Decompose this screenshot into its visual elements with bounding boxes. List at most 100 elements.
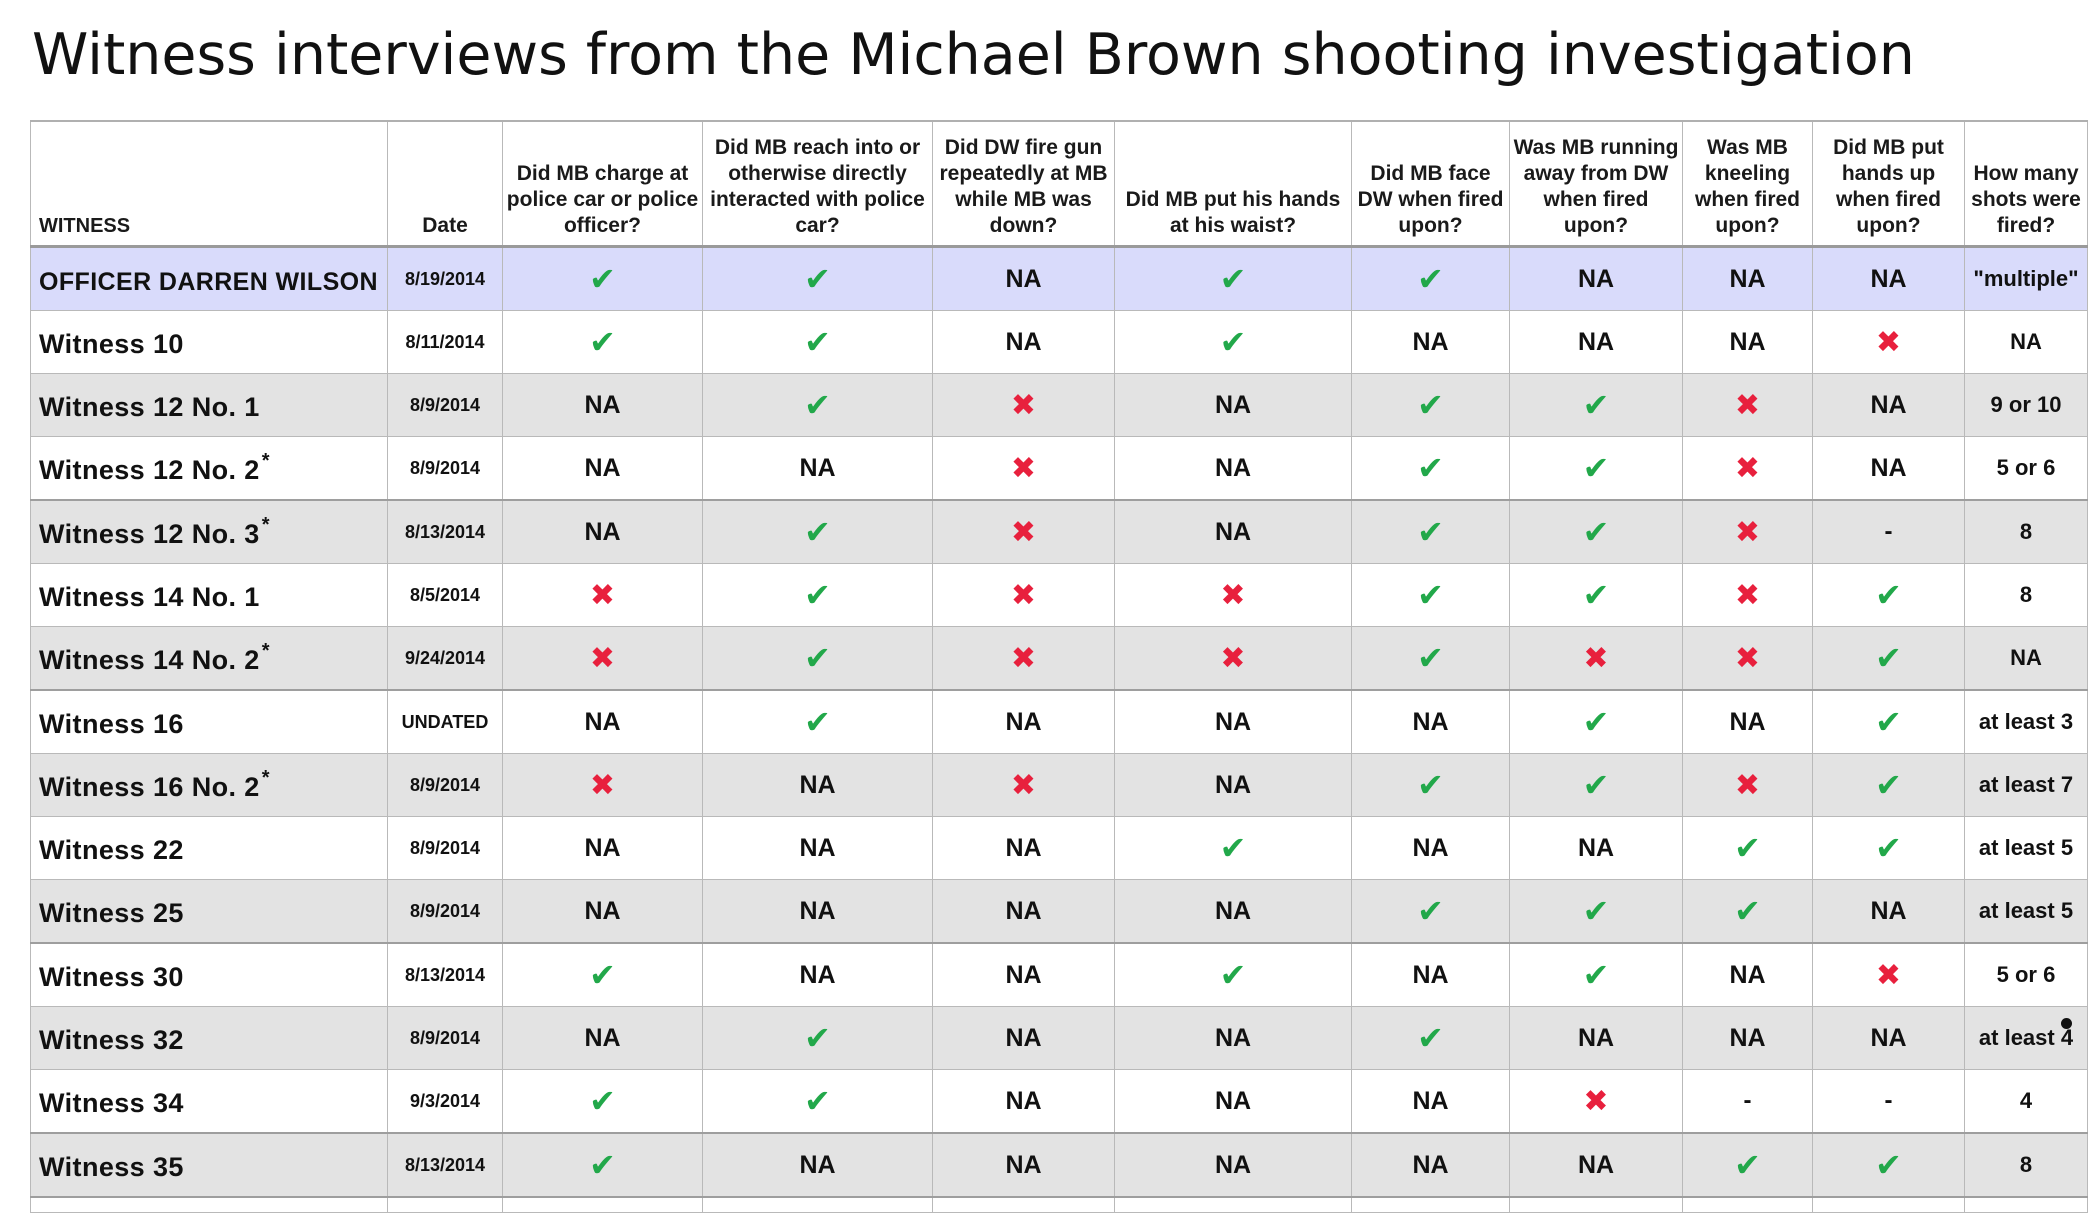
witness-name: Witness 32 <box>39 1025 184 1055</box>
table-row: Witness 14 No. 2 * 9/24/2014 ✖ ✔ ✖ ✖ ✔ ✖ ✖ ✔ NA <box>30 626 2088 691</box>
answer-cell-na: NA <box>1351 942 1510 1007</box>
answer-cell-na: NA <box>932 816 1115 880</box>
answer-cell-yes: ✔ <box>1351 373 1510 437</box>
date-cell: 8/13/2014 <box>387 1132 503 1198</box>
witness-name: Witness 22 <box>39 835 184 865</box>
answer-cell-na: NA <box>1682 1006 1813 1070</box>
answer-cell-no: ✖ <box>1812 310 1965 374</box>
witness-name-cell: Witness 12 No. 1 <box>30 373 388 437</box>
witness-name: Witness 16 No. 2 <box>39 772 260 802</box>
asterisk-note: * <box>261 767 270 789</box>
answer-cell-na: NA <box>502 816 703 880</box>
cross-icon: ✖ <box>1875 957 1902 993</box>
witness-table: WITNESS Date Did MB charge at police car… <box>30 120 2088 1213</box>
witness-name-cell: Witness 22 <box>30 816 388 880</box>
witness-name: Witness 16 <box>39 709 184 739</box>
cross-icon: ✖ <box>1220 577 1246 613</box>
answer-cell-no: ✖ <box>1509 1069 1683 1134</box>
check-icon: ✔ <box>589 260 616 298</box>
check-icon: ✔ <box>804 1082 831 1120</box>
answer-cell-na: NA <box>702 753 933 817</box>
answer-cell-na: NA <box>1509 246 1683 311</box>
date-cell: 8/19/2014 <box>387 246 503 311</box>
check-icon: ✔ <box>1219 260 1247 298</box>
check-icon: ✔ <box>1582 386 1610 424</box>
column-header-kneeling: Was MB kneeling when fired upon? <box>1682 120 1813 248</box>
date-cell: 9/24/2014 <box>387 626 503 691</box>
header-row: WITNESS Date Did MB charge at police car… <box>30 120 2088 248</box>
asterisk-note: * <box>261 514 270 536</box>
check-icon: ✔ <box>1417 639 1444 677</box>
date-cell: 8/9/2014 <box>387 1006 503 1070</box>
check-icon: ✔ <box>1417 386 1444 424</box>
check-icon: ✔ <box>1875 766 1902 804</box>
answer-cell-no: ✖ <box>502 626 703 691</box>
answer-cell-na: NA <box>1812 373 1965 437</box>
answer-cell-yes: ✔ <box>702 499 933 564</box>
shots-cell: at least 5 <box>1964 879 2088 944</box>
date-cell: 8/5/2014 <box>387 563 503 627</box>
answer-cell-na: NA <box>502 436 703 501</box>
check-icon: ✔ <box>804 703 831 741</box>
cross-icon: ✖ <box>589 767 616 803</box>
witness-name: Witness 10 <box>39 329 184 359</box>
date-cell: 8/9/2014 <box>387 436 503 501</box>
answer-cell-yes: ✔ <box>1682 879 1813 944</box>
date-cell: 8/9/2014 <box>387 879 503 944</box>
shots-cell: 8 <box>1964 563 2088 627</box>
witness-name-cell: Witness 14 No. 1 <box>30 563 388 627</box>
check-icon: ✔ <box>1582 956 1610 994</box>
answer-cell-no: ✖ <box>1682 436 1813 501</box>
answer-cell-na: NA <box>502 1006 703 1070</box>
shots-cell: "multiple" <box>1964 246 2088 311</box>
shots-cell: 9 or 10 <box>1964 373 2088 437</box>
column-header-face-dw: Did MB face DW when fired upon? <box>1351 120 1510 248</box>
cross-icon: ✖ <box>1875 324 1902 360</box>
table-row: Witness 22 8/9/2014 NA NA NA ✔ NA NA ✔ ✔ at least … <box>30 816 2088 880</box>
answer-cell-na: NA <box>702 879 933 944</box>
answer-cell-yes: ✔ <box>1812 626 1965 691</box>
witness-name-cell: Witness 16 No. 2 * <box>30 753 388 817</box>
table-row: Witness 10 8/11/2014 ✔ ✔ NA ✔ NA NA NA ✖ NA <box>30 310 2088 374</box>
check-icon: ✔ <box>804 576 831 614</box>
cross-icon: ✖ <box>589 577 616 613</box>
answer-cell-no: ✖ <box>1509 626 1683 691</box>
column-header-charge: Did MB charge at police car or police of… <box>502 120 703 248</box>
column-header-date: Date <box>387 120 503 248</box>
check-icon: ✔ <box>1219 829 1247 867</box>
answer-cell-yes: ✔ <box>1351 563 1510 627</box>
check-icon: ✔ <box>1417 766 1444 804</box>
column-header-hands-up: Did MB put hands up when fired upon? <box>1812 120 1965 248</box>
cross-icon: ✖ <box>1734 450 1761 486</box>
witness-name: Witness 14 No. 2 <box>39 645 260 675</box>
empty-cell <box>1812 1196 1965 1213</box>
check-icon: ✔ <box>804 260 831 298</box>
answer-cell-na: NA <box>1351 1132 1510 1198</box>
check-icon: ✔ <box>1875 576 1902 614</box>
witness-name-cell: Witness 34 <box>30 1069 388 1134</box>
answer-cell-no: ✖ <box>932 436 1115 501</box>
empty-cell <box>1114 1196 1352 1213</box>
answer-cell-na: NA <box>702 1132 933 1198</box>
answer-cell-yes: ✔ <box>1509 499 1683 564</box>
cross-icon: ✖ <box>1010 387 1037 423</box>
check-icon: ✔ <box>1417 576 1444 614</box>
answer-cell-na: NA <box>702 436 933 501</box>
answer-cell-yes: ✔ <box>702 1069 933 1134</box>
answer-cell-no: ✖ <box>1682 753 1813 817</box>
check-icon: ✔ <box>1582 766 1610 804</box>
check-icon: ✔ <box>589 1146 616 1184</box>
date-cell: 8/13/2014 <box>387 499 503 564</box>
answer-cell-na: NA <box>702 816 933 880</box>
answer-cell-yes: ✔ <box>1812 563 1965 627</box>
witness-name: Witness 35 <box>39 1152 184 1182</box>
answer-cell-na: NA <box>1812 1006 1965 1070</box>
cross-icon: ✖ <box>1583 640 1609 676</box>
date-cell: 8/9/2014 <box>387 753 503 817</box>
answer-cell-yes: ✔ <box>1812 753 1965 817</box>
answer-cell-na: NA <box>932 246 1115 311</box>
answer-cell-yes: ✔ <box>702 373 933 437</box>
witness-name-cell: Witness 12 No. 2 * <box>30 436 388 501</box>
empty-cell <box>1682 1196 1813 1213</box>
witness-name: Witness 12 No. 3 <box>39 519 260 549</box>
